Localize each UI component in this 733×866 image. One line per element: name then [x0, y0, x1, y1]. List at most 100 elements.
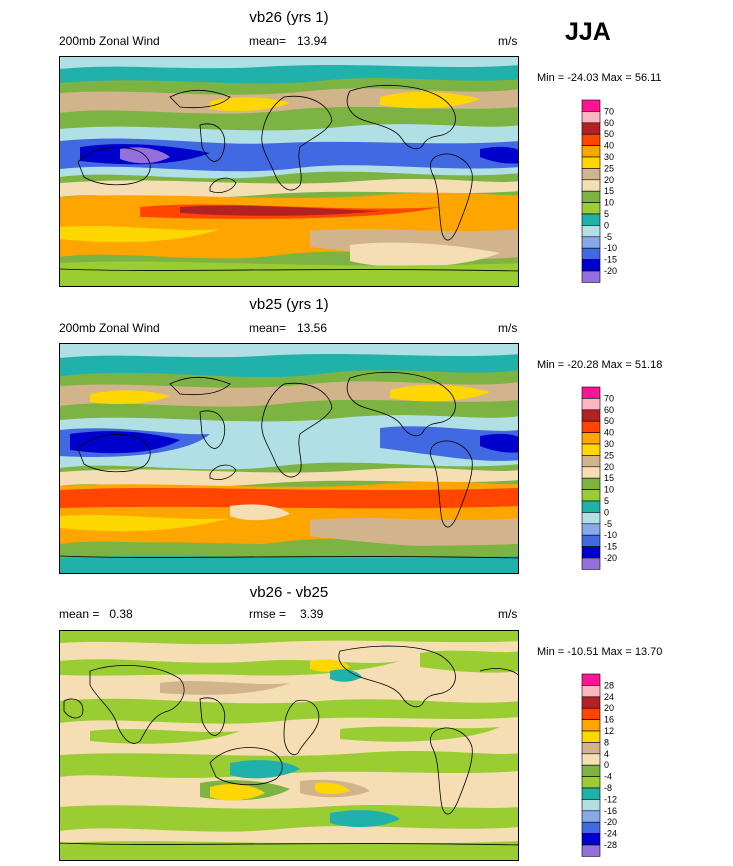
colorbar-tick-label: -24 — [604, 829, 617, 839]
colorbar-tick-label: 50 — [604, 416, 614, 426]
colorbar-swatch — [581, 477, 601, 490]
colorbar-swatch — [581, 168, 601, 181]
colorbar-swatch — [581, 111, 601, 124]
colorbar-tick-label: 15 — [604, 186, 614, 196]
panel-3-rmse-value: 3.39 — [300, 607, 324, 621]
panel-2-variable-label: 200mb Zonal Wind — [59, 321, 160, 335]
colorbar-swatch — [581, 455, 601, 468]
colorbar-tick-label: -10 — [604, 530, 617, 540]
colorbar-tick-label: 25 — [604, 450, 614, 460]
panel-3-title: vb26 - vb25 — [249, 584, 329, 601]
colorbar-swatch — [581, 225, 601, 238]
colorbar-swatch — [581, 443, 601, 456]
colorbar-tick-label: 0 — [604, 220, 609, 230]
colorbar-swatch — [581, 546, 601, 559]
colorbar-tick-label: -4 — [604, 772, 612, 782]
colorbar-tick-label: -12 — [604, 794, 617, 804]
colorbar-tick-label: 5 — [604, 496, 609, 506]
colorbar-swatch — [581, 133, 601, 146]
colorbar-tick-label: 70 — [604, 393, 614, 403]
panel-3-rmse-label: rmse = — [249, 607, 287, 621]
colorbar-swatch — [581, 742, 601, 755]
colorbar-swatch — [581, 696, 601, 709]
colorbar-swatch — [581, 145, 601, 158]
panel-2-units: m/s — [498, 321, 518, 335]
colorbar-tick-label: -20 — [604, 553, 617, 563]
panel-1-variable-label: 200mb Zonal Wind — [59, 34, 160, 48]
colorbar-tick-label: -5 — [604, 519, 612, 529]
colorbar-swatch — [581, 833, 601, 846]
colorbar-swatch — [581, 685, 601, 698]
colorbar-swatch — [581, 523, 601, 536]
colorbar-swatch — [581, 764, 601, 777]
colorbar-tick-label: -10 — [604, 243, 617, 253]
panel-2-colorbar: 70 60 50 40 30 25 20 15 10 5 0 -5 -10 -15 -20 — [581, 386, 642, 577]
colorbar-tick-label: 10 — [604, 485, 614, 495]
panel-2-mean-label: mean= — [249, 321, 287, 335]
panel-3-map — [59, 630, 519, 861]
panel-3-map-field — [60, 631, 518, 860]
colorbar-tick-label: 16 — [604, 715, 614, 725]
panel-1-units: m/s — [498, 34, 518, 48]
colorbar-tick-label: 8 — [604, 737, 609, 747]
colorbar-tick-label: 12 — [604, 726, 614, 736]
colorbar-tick-label: -5 — [604, 232, 612, 242]
colorbar-tick-label: 25 — [604, 163, 614, 173]
colorbar-swatch — [581, 409, 601, 422]
colorbar-swatch — [581, 799, 601, 812]
colorbar-tick-label: 5 — [604, 209, 609, 219]
colorbar-tick-label: -15 — [604, 542, 617, 552]
panel-1-colorbar: 70 60 50 40 30 25 20 15 10 5 0 -5 -10 -15 -20 — [581, 99, 642, 290]
panel-1-map — [59, 56, 519, 287]
colorbar-swatch — [581, 213, 601, 226]
panel-1-min-max: Min = -24.03 Max = 56.11 — [537, 72, 662, 84]
colorbar-swatch — [581, 122, 601, 135]
colorbar-swatch — [581, 753, 601, 766]
colorbar-tick-label: 60 — [604, 118, 614, 128]
panel-2-map-field — [60, 344, 518, 573]
colorbar-tick-label: -20 — [604, 266, 617, 276]
colorbar-tick-label: 28 — [604, 680, 614, 690]
colorbar-swatch — [581, 156, 601, 169]
colorbar-tick-label: 30 — [604, 439, 614, 449]
colorbar-swatch — [581, 489, 601, 502]
colorbar-swatch — [581, 270, 601, 283]
colorbar-tick-label: 0 — [604, 507, 609, 517]
colorbar-tick-label: 40 — [604, 141, 614, 151]
panel-2-min-max: Min = -20.28 Max = 51.18 — [537, 359, 663, 371]
colorbar-swatch — [581, 398, 601, 411]
panel-3-min-max: Min = -10.51 Max = 13.70 — [537, 646, 663, 658]
colorbar-swatch — [581, 432, 601, 445]
colorbar-tick-label: -20 — [604, 817, 617, 827]
colorbar-swatch — [581, 534, 601, 547]
colorbar-tick-label: 15 — [604, 473, 614, 483]
colorbar-tick-label: 24 — [604, 692, 614, 702]
colorbar-swatch — [581, 719, 601, 732]
colorbar-swatch — [581, 202, 601, 215]
colorbar-swatch — [581, 247, 601, 260]
panel-3-colorbar: 28 24 20 16 12 8 4 0 -4 -8 -12 -16 -20 -24 -28 — [581, 673, 642, 864]
colorbar-swatch — [581, 673, 601, 686]
colorbar-tick-label: 10 — [604, 198, 614, 208]
colorbar-tick-label: 20 — [604, 175, 614, 185]
colorbar-swatch — [581, 707, 601, 720]
colorbar-tick-label: 60 — [604, 405, 614, 415]
colorbar-swatch — [581, 776, 601, 789]
colorbar-swatch — [581, 821, 601, 834]
colorbar-tick-label: -16 — [604, 806, 617, 816]
panel-2-title: vb25 (yrs 1) — [249, 296, 329, 313]
panel-1-mean-label: mean= — [249, 34, 287, 48]
colorbar-tick-label: 0 — [604, 760, 609, 770]
colorbar-swatch — [581, 787, 601, 800]
colorbar-swatch — [581, 179, 601, 192]
colorbar-swatch — [581, 500, 601, 513]
colorbar-tick-label: 30 — [604, 152, 614, 162]
panel-3-units: m/s — [498, 607, 518, 621]
panel-2-map — [59, 343, 519, 574]
colorbar-tick-label: 40 — [604, 428, 614, 438]
colorbar-swatch — [581, 810, 601, 823]
colorbar-tick-label: -15 — [604, 255, 617, 265]
